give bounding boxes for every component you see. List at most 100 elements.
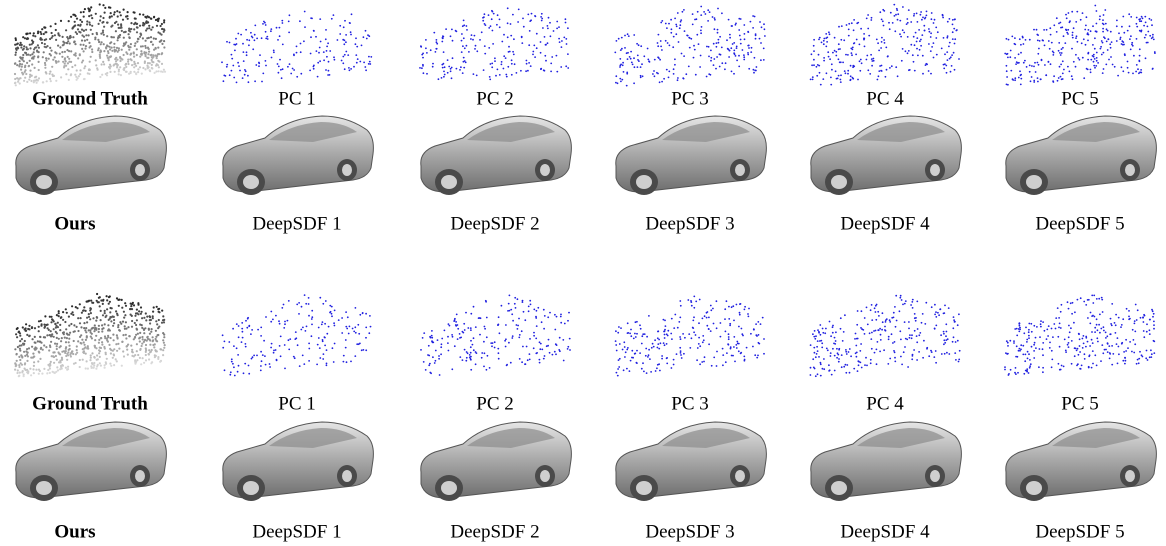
- point: [50, 80, 52, 82]
- point: [362, 312, 364, 314]
- point: [229, 42, 231, 44]
- point: [689, 347, 691, 349]
- point: [1096, 324, 1098, 326]
- point: [472, 344, 474, 346]
- point: [461, 51, 463, 53]
- point: [852, 77, 854, 79]
- point: [1072, 34, 1074, 36]
- point: [107, 341, 109, 343]
- point: [135, 18, 137, 20]
- point: [705, 13, 707, 15]
- point: [879, 351, 881, 353]
- point: [618, 359, 620, 361]
- point: [1025, 327, 1027, 329]
- point: [271, 57, 273, 59]
- point: [518, 337, 520, 339]
- point: [475, 326, 477, 328]
- point-cloud-label: PC 5: [1061, 88, 1099, 109]
- point: [482, 17, 484, 19]
- point: [518, 9, 520, 11]
- point: [1118, 346, 1120, 348]
- point: [444, 330, 446, 332]
- point: [632, 64, 634, 66]
- point: [663, 78, 665, 80]
- point: [657, 364, 659, 366]
- point: [69, 42, 71, 44]
- point: [870, 54, 872, 56]
- point: [552, 354, 554, 356]
- point: [349, 326, 351, 328]
- point: [1025, 39, 1027, 41]
- point: [889, 28, 891, 30]
- point: [889, 319, 891, 321]
- point: [812, 333, 814, 335]
- point: [364, 66, 366, 68]
- point: [64, 352, 66, 354]
- point: [887, 363, 889, 365]
- point: [1063, 69, 1065, 71]
- point: [1112, 64, 1114, 66]
- point: [369, 61, 371, 63]
- point: [329, 74, 331, 76]
- point: [432, 342, 434, 344]
- point: [708, 56, 710, 58]
- point: [1019, 325, 1021, 327]
- point: [627, 33, 629, 35]
- point: [43, 324, 45, 326]
- point: [55, 80, 57, 82]
- point: [1085, 44, 1087, 46]
- point: [501, 61, 503, 63]
- point: [16, 64, 18, 66]
- point: [893, 350, 895, 352]
- point: [1033, 325, 1035, 327]
- point: [423, 332, 425, 334]
- point: [29, 47, 31, 49]
- point: [86, 335, 88, 337]
- point: [921, 34, 923, 36]
- point: [282, 68, 284, 70]
- point: [1102, 72, 1104, 74]
- point: [1007, 53, 1009, 55]
- point: [66, 42, 68, 44]
- point: [1039, 348, 1041, 350]
- point: [522, 18, 524, 20]
- point: [245, 29, 247, 31]
- point: [114, 71, 116, 73]
- point: [943, 64, 945, 66]
- point: [349, 69, 351, 71]
- point: [624, 47, 626, 49]
- point: [146, 336, 148, 338]
- point: [1092, 363, 1094, 365]
- point: [470, 352, 472, 354]
- point: [226, 41, 228, 43]
- point: [740, 39, 742, 41]
- point: [61, 56, 63, 58]
- point: [462, 359, 464, 361]
- point: [88, 21, 90, 23]
- point: [1082, 57, 1084, 59]
- point: [1059, 52, 1061, 54]
- mesh-label: DeepSDF 2: [450, 213, 539, 234]
- point: [154, 356, 156, 358]
- point: [700, 6, 702, 8]
- point: [444, 74, 446, 76]
- point: [698, 343, 700, 345]
- point: [75, 76, 77, 78]
- point: [328, 61, 330, 63]
- point: [943, 343, 945, 345]
- point: [1099, 332, 1101, 334]
- point: [755, 38, 757, 40]
- point: [326, 50, 328, 52]
- point: [484, 45, 486, 47]
- point: [464, 349, 466, 351]
- point: [1058, 363, 1060, 365]
- point: [123, 54, 125, 56]
- point: [103, 43, 105, 45]
- point: [729, 323, 731, 325]
- point: [64, 63, 66, 65]
- point: [839, 61, 841, 63]
- point: [764, 28, 766, 30]
- point: [1052, 54, 1054, 56]
- point: [19, 348, 21, 350]
- point: [299, 20, 301, 22]
